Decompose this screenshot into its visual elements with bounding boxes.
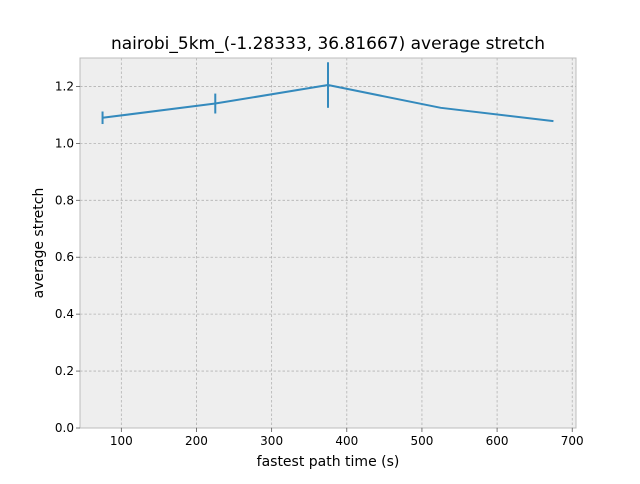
x-tick-label: 700 bbox=[561, 434, 584, 448]
plot-frame bbox=[79, 57, 577, 429]
x-ticks: 100 200 300 400 500 600 700 bbox=[110, 428, 584, 448]
plot-background bbox=[80, 58, 576, 428]
chart-title: nairobi_5km_(-1.28333, 36.81667) average… bbox=[111, 34, 545, 54]
x-tick-label: 100 bbox=[110, 434, 133, 448]
y-tick-label: 0.2 bbox=[55, 364, 74, 378]
series-layer bbox=[101, 62, 554, 125]
y-axis-label: average stretch bbox=[31, 188, 47, 299]
y-tick-label: 0.8 bbox=[55, 193, 74, 207]
y-tick-label: 1.0 bbox=[55, 136, 74, 150]
x-tick-label: 300 bbox=[260, 434, 283, 448]
y-tick-label: 0.4 bbox=[55, 307, 74, 321]
x-axis-label: fastest path time (s) bbox=[257, 454, 400, 470]
x-tick-label: 500 bbox=[410, 434, 433, 448]
x-tick-label: 200 bbox=[185, 434, 208, 448]
y-ticks: 0.0 0.2 0.4 0.6 0.8 1.0 1.2 bbox=[55, 79, 80, 435]
x-tick-label: 600 bbox=[486, 434, 509, 448]
x-tick-label: 400 bbox=[335, 434, 358, 448]
y-tick-label: 0.6 bbox=[55, 250, 74, 264]
y-tick-label: 1.2 bbox=[55, 79, 74, 93]
y-tick-label: 0.0 bbox=[55, 421, 74, 435]
